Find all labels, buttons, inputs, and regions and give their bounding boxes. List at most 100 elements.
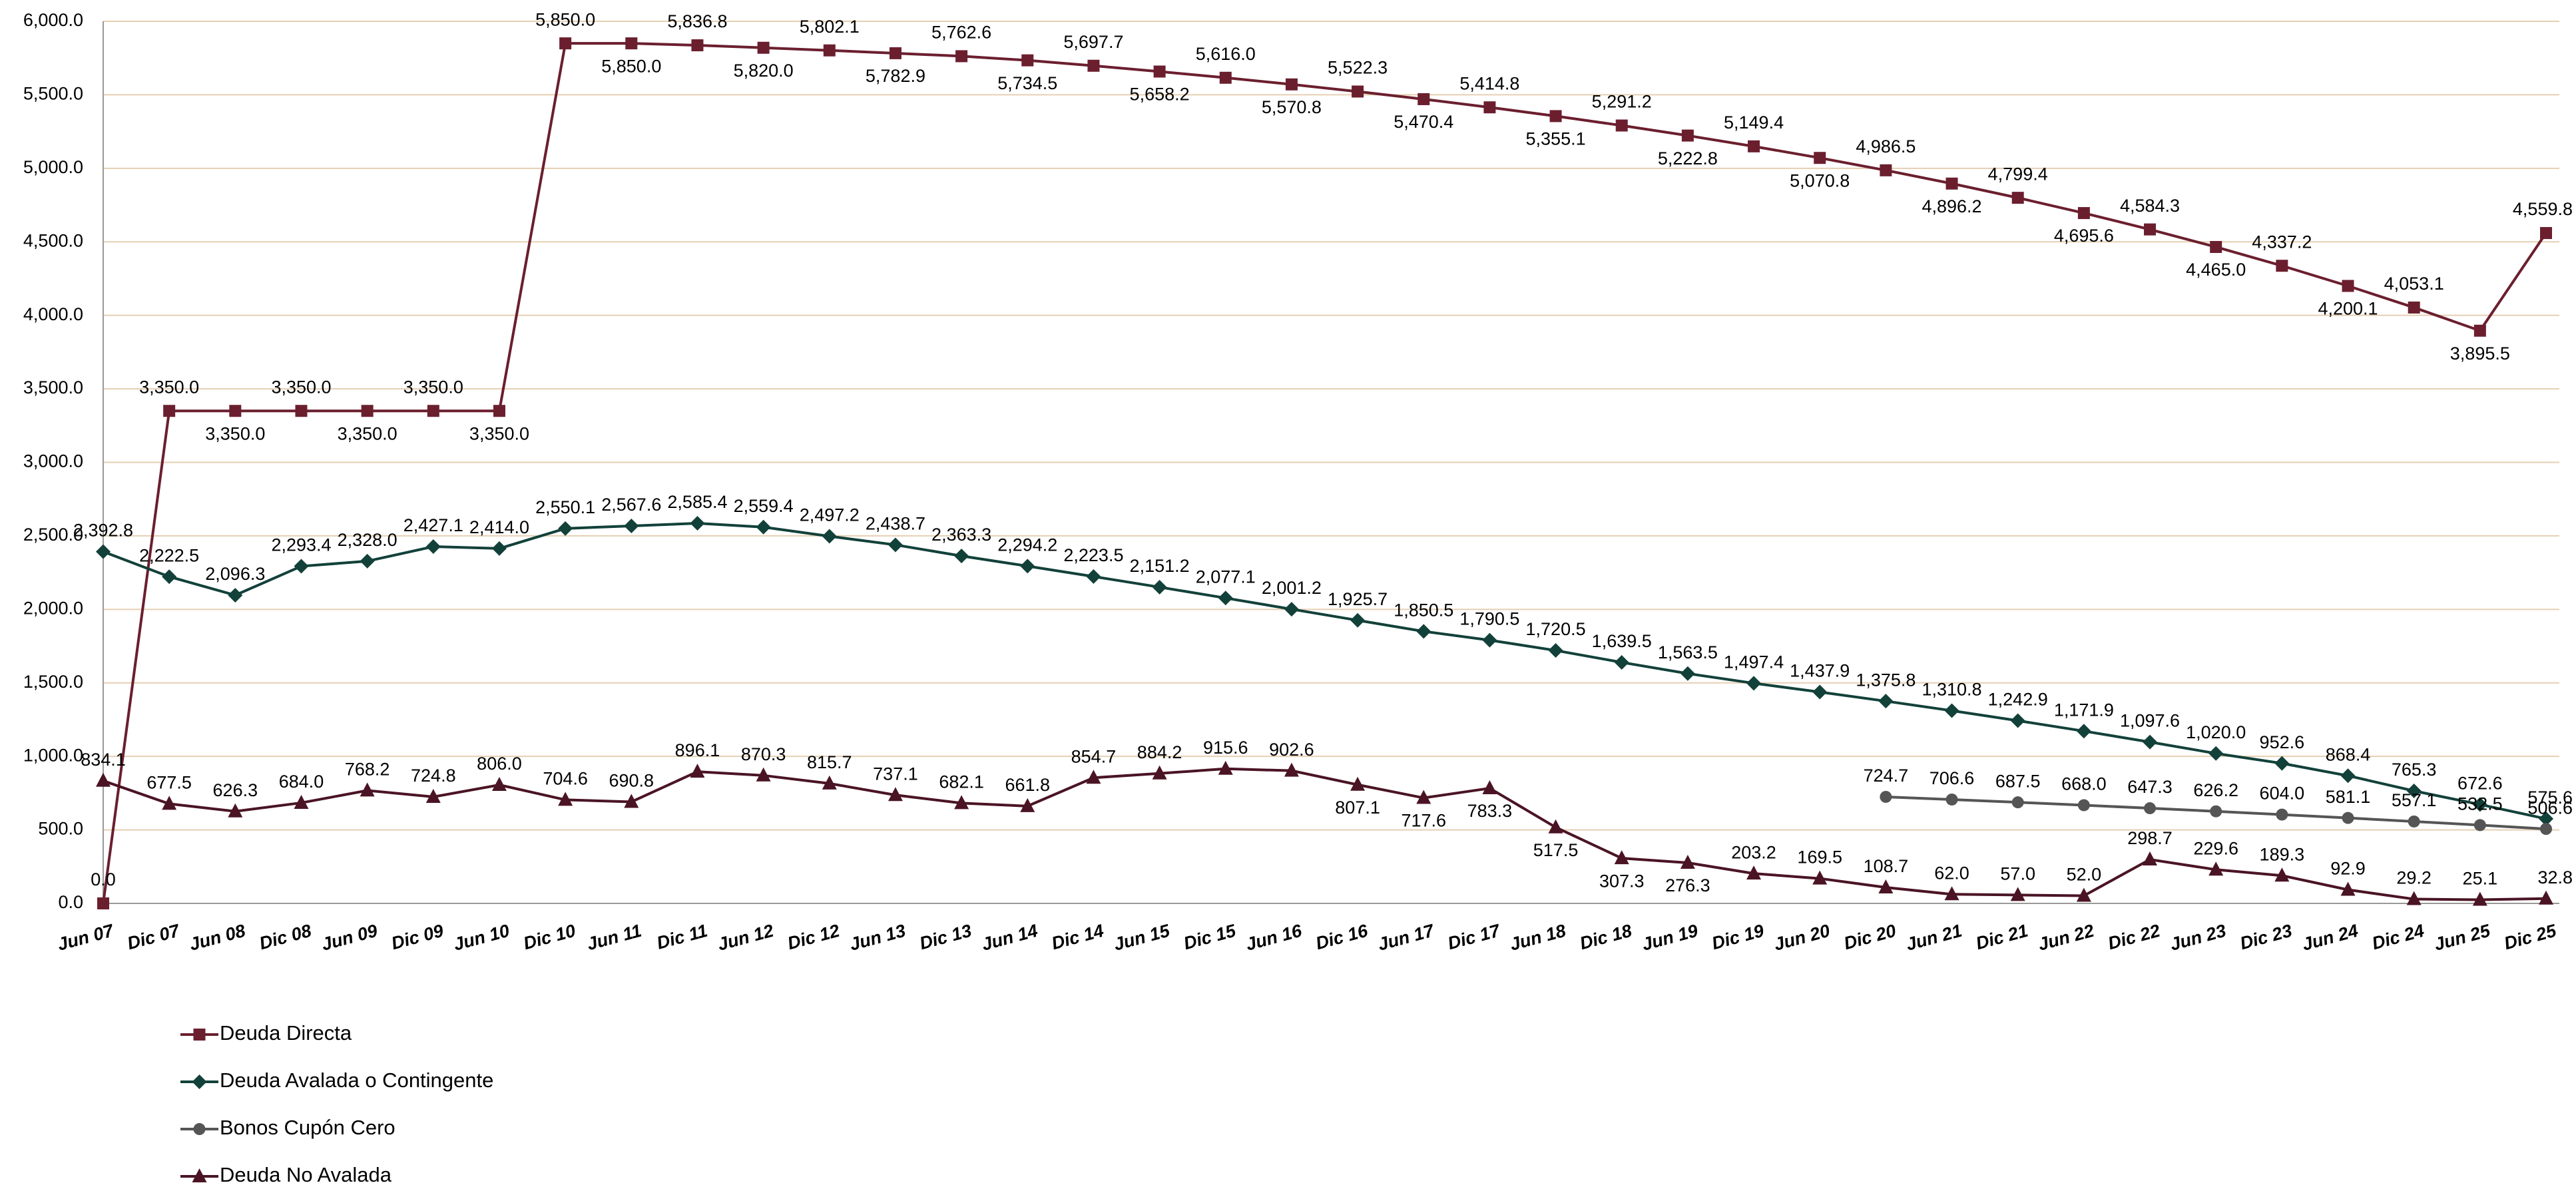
data-label: 4,053.1	[2384, 274, 2444, 294]
data-label: 1,375.8	[1856, 670, 1916, 690]
marker	[624, 794, 639, 808]
data-label: 1,497.4	[1724, 652, 1784, 672]
data-label: 868.4	[2326, 744, 2371, 764]
marker	[1087, 59, 1100, 72]
marker	[1086, 770, 1101, 784]
data-label: 604.0	[2260, 784, 2305, 804]
marker	[493, 405, 505, 417]
marker	[888, 787, 903, 802]
data-label: 2,497.2	[800, 505, 860, 525]
data-label: 4,986.5	[1856, 136, 1916, 156]
data-label: 5,734.5	[997, 73, 1057, 93]
x-tick-label: Dic 24	[2370, 921, 2426, 954]
marker	[2539, 890, 2553, 905]
marker	[425, 539, 441, 555]
marker	[2342, 280, 2354, 292]
data-label: 737.1	[873, 764, 918, 784]
data-label: 3,895.5	[2450, 344, 2510, 363]
data-label: 108.7	[1864, 856, 1909, 876]
marker	[1878, 694, 1894, 709]
x-tick-label: Dic 13	[917, 921, 974, 954]
legend-label: Deuda No Avalada	[220, 1163, 392, 1186]
data-label: 690.8	[609, 771, 654, 791]
data-label: 854.7	[1071, 746, 1117, 766]
marker	[96, 772, 111, 787]
data-label: 2,294.2	[997, 535, 1057, 555]
data-label: 5,355.1	[1526, 129, 1586, 149]
marker	[1814, 152, 1826, 164]
marker	[1812, 684, 1828, 700]
marker	[1880, 164, 1892, 176]
data-label: 4,584.3	[2120, 196, 2180, 216]
marker	[757, 41, 770, 54]
x-tick-label: Jun 13	[848, 921, 907, 955]
series-line	[103, 522, 2547, 820]
data-label: 5,836.8	[667, 11, 727, 31]
marker	[2208, 861, 2224, 876]
marker	[491, 541, 507, 556]
marker	[1746, 676, 1762, 691]
x-tick-label: Jun 16	[1244, 920, 1304, 954]
marker	[193, 1029, 206, 1041]
legend-label: Bonos Cupón Cero	[220, 1116, 395, 1139]
data-label: 807.1	[1335, 798, 1380, 818]
marker	[1680, 854, 1695, 869]
data-label: 4,896.2	[1922, 196, 1981, 216]
data-label: 915.6	[1203, 738, 1248, 758]
marker	[2473, 324, 2486, 337]
series-line	[103, 767, 2547, 901]
marker	[889, 47, 902, 59]
marker	[2144, 802, 2157, 815]
marker	[1746, 865, 1762, 880]
marker	[1549, 110, 1562, 122]
marker	[2143, 734, 2158, 750]
data-label: 5,222.8	[1658, 148, 1718, 168]
marker	[1417, 93, 1430, 105]
data-label: 717.6	[1401, 811, 1446, 831]
marker	[2143, 851, 2158, 866]
x-tick-label: Dic 19	[1710, 921, 1766, 954]
x-tick-label: Jun 10	[451, 921, 511, 955]
marker	[2274, 756, 2290, 771]
marker	[1614, 850, 1629, 865]
marker	[192, 1074, 207, 1089]
data-label: 3,350.0	[403, 377, 463, 397]
y-tick-label: 2,000.0	[23, 598, 83, 618]
marker	[1748, 140, 1760, 152]
data-label: 506.6	[2527, 798, 2573, 818]
y-tick-label: 3,000.0	[23, 451, 83, 471]
data-label: 677.5	[146, 773, 192, 793]
x-tick-label: Dic 20	[1842, 921, 1898, 954]
data-label: 29.2	[2396, 868, 2432, 888]
data-label: 661.8	[1005, 775, 1050, 795]
data-label: 2,438.7	[866, 514, 925, 534]
x-tick-label: Jun 18	[1508, 921, 1568, 955]
x-tick-label: Dic 25	[2502, 920, 2559, 953]
x-tick-label: Jun 20	[1772, 921, 1832, 955]
data-label: 1,242.9	[1988, 690, 2048, 710]
marker	[97, 897, 109, 909]
data-label: 517.5	[1533, 840, 1579, 860]
data-label: 3,350.0	[338, 423, 397, 443]
marker	[2472, 891, 2487, 906]
x-tick-label: Dic 21	[1973, 921, 2030, 954]
x-tick-label: Dic 09	[389, 921, 446, 954]
data-label: 834.1	[81, 750, 126, 770]
data-label: 1,639.5	[1592, 631, 1652, 651]
data-label: 5,802.1	[800, 17, 860, 37]
data-label: 4,337.2	[2252, 232, 2312, 252]
y-tick-label: 1,000.0	[23, 745, 83, 765]
marker	[2210, 805, 2222, 818]
data-label: 682.1	[939, 772, 984, 792]
marker	[1482, 780, 1497, 795]
marker	[491, 777, 507, 792]
data-label: 4,559.8	[2513, 199, 2573, 219]
marker	[2472, 797, 2487, 812]
data-label: 5,070.8	[1790, 170, 1850, 190]
data-label: 1,171.9	[2054, 700, 2114, 720]
data-label: 307.3	[1599, 871, 1645, 891]
marker	[2342, 812, 2354, 824]
x-tick-label: Jun 21	[1904, 921, 1964, 955]
x-tick-label: Jun 15	[1112, 920, 1172, 954]
x-tick-label: Jun 12	[716, 921, 776, 955]
